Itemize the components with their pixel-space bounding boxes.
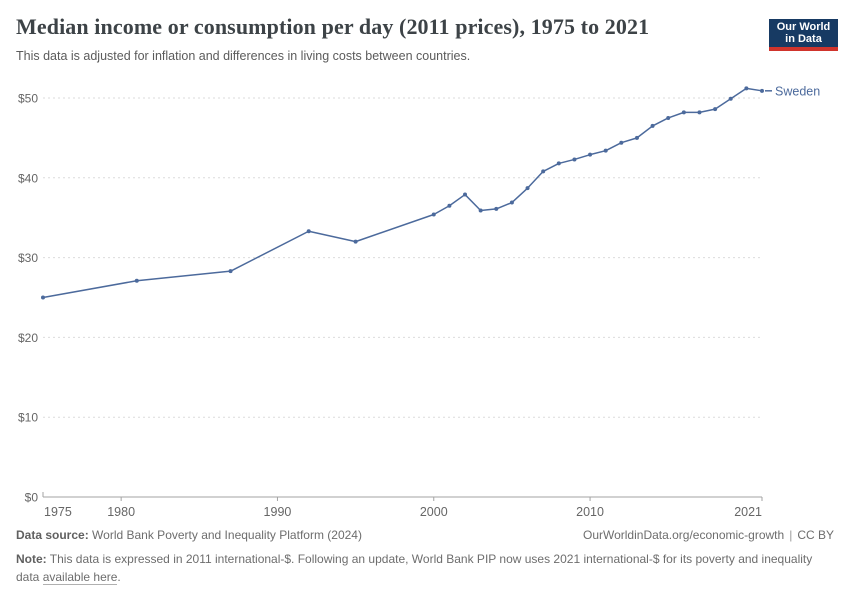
y-tick-label: $40 <box>18 171 38 185</box>
owid-logo-line1: Our World <box>776 20 831 33</box>
data-source-label: Data source: <box>16 528 89 542</box>
owid-url-link[interactable]: OurWorldinData.org/economic-growth <box>582 528 785 542</box>
data-point[interactable] <box>478 208 483 213</box>
footer-note: Note: This data is expressed in 2011 int… <box>16 551 834 586</box>
page-title: Median income or consumption per day (20… <box>16 14 650 39</box>
data-point[interactable] <box>494 206 499 211</box>
y-tick-label: $10 <box>18 411 38 425</box>
line-chart[interactable]: $0 $10 $20 $30 $40 $50 1975 1980 1990 2000 2010 202… <box>0 75 850 530</box>
attribution-divider: | <box>789 528 793 542</box>
data-point[interactable] <box>681 110 686 115</box>
data-point[interactable] <box>134 278 139 283</box>
data-point[interactable] <box>728 96 733 101</box>
data-point[interactable] <box>525 186 530 191</box>
data-point[interactable] <box>713 107 718 112</box>
series-label-sweden[interactable]: Sweden <box>775 84 820 98</box>
data-point[interactable] <box>556 161 561 166</box>
data-point[interactable] <box>228 269 233 274</box>
y-tick-label: $0 <box>25 491 39 505</box>
owid-logo-line2: in Data <box>785 33 822 45</box>
note-period: . <box>117 569 121 584</box>
y-tick-label: $50 <box>18 92 38 106</box>
data-point[interactable] <box>666 115 671 120</box>
note-label: Note: <box>16 552 47 566</box>
data-point[interactable] <box>619 140 624 145</box>
data-point[interactable] <box>588 152 593 157</box>
x-tick-label: 2010 <box>576 505 604 519</box>
y-tick-label: $20 <box>18 331 38 345</box>
data-point[interactable] <box>650 123 655 128</box>
x-tick-label: 1980 <box>107 505 135 519</box>
data-point[interactable] <box>697 110 702 115</box>
x-tick-label: 1990 <box>264 505 292 519</box>
series-line-sweden[interactable] <box>42 87 763 299</box>
available-here-link[interactable]: available here <box>42 569 118 585</box>
data-point[interactable] <box>541 169 546 174</box>
footer-row: Data source: World Bank Poverty and Ineq… <box>16 528 834 542</box>
data-point[interactable] <box>509 200 514 205</box>
x-tick-label: 2021 <box>734 505 762 519</box>
data-point[interactable] <box>306 229 311 234</box>
attribution: OurWorldinData.org/economic-growth | CC BY <box>583 528 834 542</box>
data-source-value: World Bank Poverty and Inequality Platfo… <box>92 528 362 542</box>
data-point[interactable] <box>572 157 577 162</box>
data-point[interactable] <box>634 135 639 140</box>
data-point[interactable] <box>603 148 608 153</box>
data-point[interactable] <box>447 203 452 208</box>
data-point[interactable] <box>760 88 764 93</box>
data-point[interactable] <box>353 239 358 244</box>
x-tick-label: 2000 <box>420 505 448 519</box>
data-point[interactable] <box>463 192 468 197</box>
chart-subtitle: This data is adjusted for inflation and … <box>16 49 471 63</box>
note-text: This data is expressed in 2011 internati… <box>16 552 813 584</box>
license-label: CC BY <box>797 528 834 542</box>
owid-logo[interactable]: Our World in Data <box>769 19 838 51</box>
chart-canvas[interactable]: $0 $10 $20 $30 $40 $50 1975 1980 1990 2000 2010 202… <box>0 75 850 530</box>
data-point[interactable] <box>41 295 45 300</box>
data-point[interactable] <box>744 86 749 91</box>
data-point[interactable] <box>431 212 436 217</box>
data-source: Data source: World Bank Poverty and Ineq… <box>16 528 362 542</box>
x-tick-label: 1975 <box>44 505 72 519</box>
y-tick-label: $30 <box>18 251 38 265</box>
